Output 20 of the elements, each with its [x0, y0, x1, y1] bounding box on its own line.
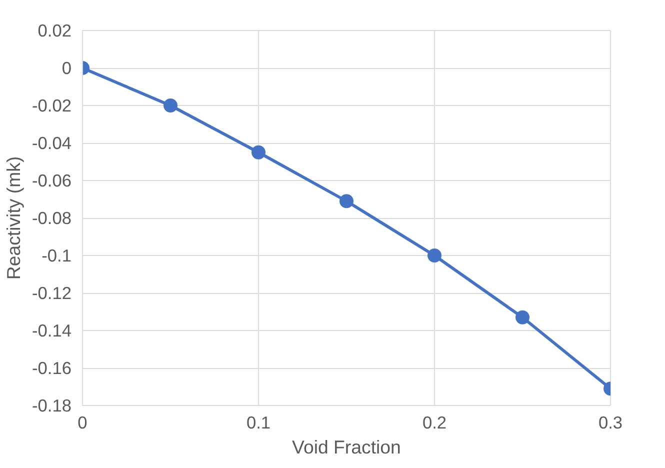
y-tick-label: -0.18 — [32, 396, 72, 416]
point — [340, 194, 354, 208]
y-tick-label: -0.08 — [32, 208, 72, 228]
x-tick-label: 0 — [78, 412, 88, 432]
y-axis-title: Reactivity (mk) — [3, 156, 24, 280]
x-tick-label: 0.2 — [422, 412, 447, 432]
x-tick-label: 0.1 — [246, 412, 271, 432]
point — [252, 145, 266, 160]
y-tick-label: -0.16 — [32, 358, 72, 378]
y-tick-label: 0.02 — [38, 20, 72, 40]
y-tick-label: -0.06 — [32, 170, 72, 190]
y-tick-label: -0.02 — [32, 96, 72, 116]
y-tick-label: -0.14 — [32, 320, 72, 340]
y-tick-label: 0 — [62, 58, 72, 78]
y-tick-label: -0.12 — [32, 283, 72, 303]
point — [428, 248, 442, 262]
y-tick-label: -0.04 — [32, 133, 72, 153]
x-axis-title: Void Fraction — [292, 436, 401, 458]
y-tick-label: -0.1 — [42, 246, 72, 266]
x-tick-label: 0.3 — [598, 412, 623, 432]
